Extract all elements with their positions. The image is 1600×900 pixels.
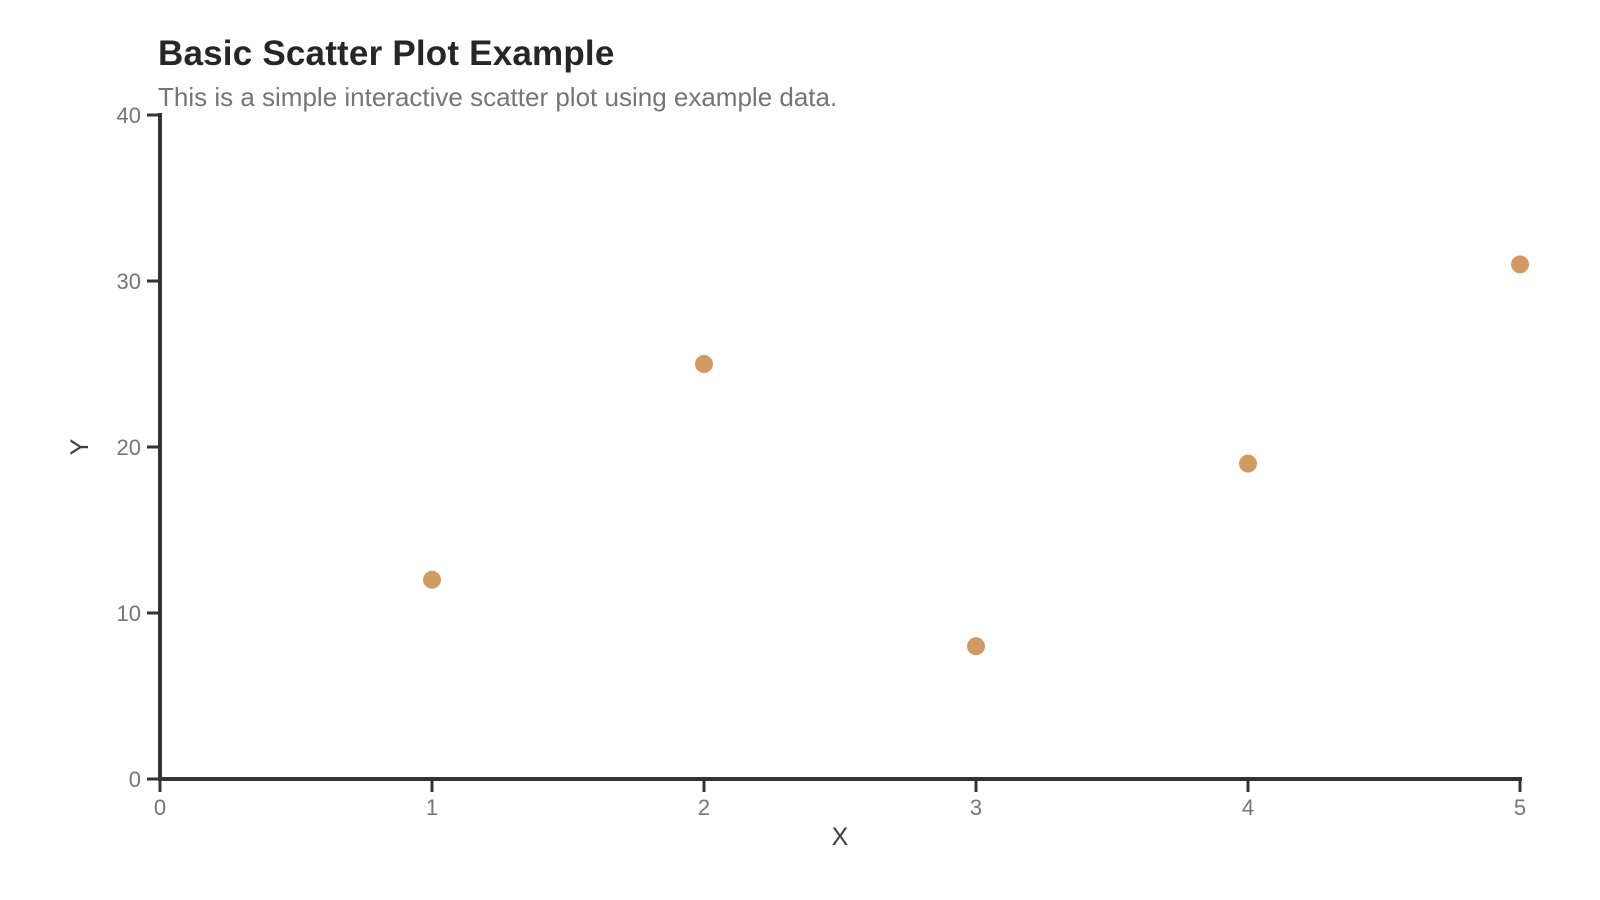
scatter-point[interactable] xyxy=(423,570,441,589)
y-axis-label: Y xyxy=(66,438,94,455)
x-tick-label: 1 xyxy=(426,795,438,820)
y-tick-label: 0 xyxy=(129,767,141,792)
scatter-point[interactable] xyxy=(967,637,985,656)
y-tick-label: 10 xyxy=(117,601,141,626)
y-tick-label: 30 xyxy=(117,269,141,294)
x-tick-label: 4 xyxy=(1242,795,1254,820)
chart-title: Basic Scatter Plot Example xyxy=(158,34,615,73)
scatter-point[interactable] xyxy=(1239,454,1257,473)
chart-subtitle: This is a simple interactive scatter plo… xyxy=(158,82,838,112)
x-tick-label: 0 xyxy=(154,795,166,820)
scatter-point[interactable] xyxy=(1511,255,1529,274)
scatter-point[interactable] xyxy=(695,355,713,373)
x-tick-label: 3 xyxy=(970,795,982,820)
x-tick-label: 5 xyxy=(1514,795,1526,820)
y-tick-label: 40 xyxy=(117,103,141,128)
x-axis-label: X xyxy=(832,823,849,851)
x-tick-label: 2 xyxy=(698,795,710,820)
y-tick-label: 20 xyxy=(117,435,141,460)
